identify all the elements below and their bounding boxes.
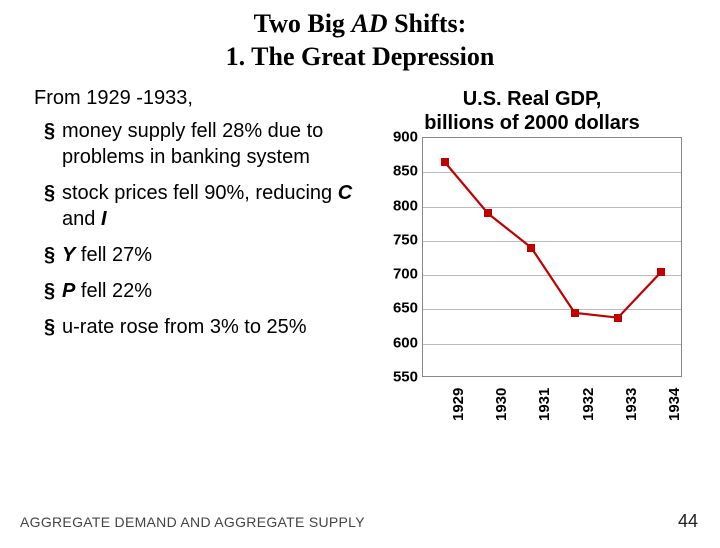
list-item: P fell 22% bbox=[44, 278, 364, 304]
y-axis-label: 750 bbox=[382, 231, 418, 248]
y-axis-label: 700 bbox=[382, 266, 418, 283]
footer-text: AGGREGATE DEMAND AND AGGREGATE SUPPLY bbox=[20, 514, 365, 530]
y-axis-label: 650 bbox=[382, 300, 418, 317]
gdp-chart: 900850800750700650600550 192919301931193… bbox=[382, 137, 692, 437]
data-marker bbox=[657, 268, 665, 276]
list-item: Y fell 27% bbox=[44, 242, 364, 268]
list-item: u-rate rose from 3% to 25% bbox=[44, 314, 364, 340]
intro-text: From 1929 -1933, bbox=[34, 87, 364, 110]
x-axis-label: 1931 bbox=[536, 388, 553, 421]
line-series bbox=[423, 138, 681, 376]
x-axis-label: 1934 bbox=[666, 388, 683, 421]
data-marker bbox=[484, 209, 492, 217]
x-axis-label: 1929 bbox=[450, 388, 467, 421]
x-axis-label: 1930 bbox=[493, 388, 510, 421]
right-column: U.S. Real GDP,billions of 2000 dollars 9… bbox=[364, 87, 700, 437]
y-axis-label: 600 bbox=[382, 334, 418, 351]
data-marker bbox=[571, 309, 579, 317]
content-area: From 1929 -1933, money supply fell 28% d… bbox=[0, 73, 720, 437]
slide-title: Two Big AD Shifts: 1. The Great Depressi… bbox=[0, 8, 720, 73]
data-marker bbox=[614, 314, 622, 322]
plot-area bbox=[422, 137, 682, 377]
y-axis-label: 800 bbox=[382, 197, 418, 214]
data-marker bbox=[527, 244, 535, 252]
left-column: From 1929 -1933, money supply fell 28% d… bbox=[34, 87, 364, 437]
y-axis-label: 900 bbox=[382, 129, 418, 146]
x-axis-label: 1933 bbox=[623, 388, 640, 421]
x-axis-label: 1932 bbox=[580, 388, 597, 421]
y-axis-label: 550 bbox=[382, 369, 418, 386]
y-axis-label: 850 bbox=[382, 163, 418, 180]
page-number: 44 bbox=[678, 511, 698, 532]
data-marker bbox=[441, 158, 449, 166]
list-item: stock prices fell 90%, reducing C and I bbox=[44, 180, 364, 232]
list-item: money supply fell 28% due to problems in… bbox=[44, 118, 364, 170]
bullet-list: money supply fell 28% due to problems in… bbox=[34, 118, 364, 340]
